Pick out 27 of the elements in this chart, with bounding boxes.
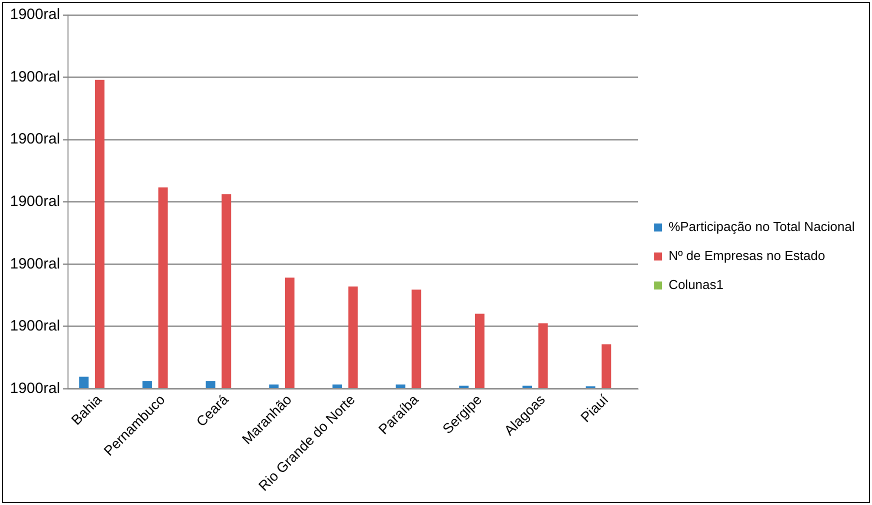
bar	[538, 323, 548, 388]
text: 1900ral	[10, 380, 60, 397]
bar	[158, 187, 168, 388]
bar	[396, 384, 406, 388]
bar	[94, 80, 104, 388]
text: 1900ral	[10, 68, 60, 86]
bar	[474, 314, 484, 388]
bar	[332, 384, 342, 388]
legend-label: Colunas1	[668, 277, 724, 292]
bar	[348, 286, 358, 388]
bar	[142, 381, 152, 388]
legend-label: Nº de Empresas no Estado	[668, 248, 826, 264]
text: 1900ral	[10, 255, 60, 272]
bar	[269, 384, 279, 388]
bar	[206, 381, 216, 388]
bar	[459, 386, 469, 388]
legend-label: %Participação no Total Nacional	[668, 219, 855, 234]
bar	[284, 278, 294, 388]
bar	[222, 194, 232, 388]
bar	[412, 290, 422, 388]
text: 1900ral	[10, 6, 60, 24]
bar	[79, 376, 89, 388]
text: 1900ral	[10, 193, 60, 210]
text: 1900ral	[10, 318, 60, 335]
bar	[602, 344, 612, 388]
text: 1900ral	[10, 130, 60, 148]
bar	[522, 386, 532, 388]
